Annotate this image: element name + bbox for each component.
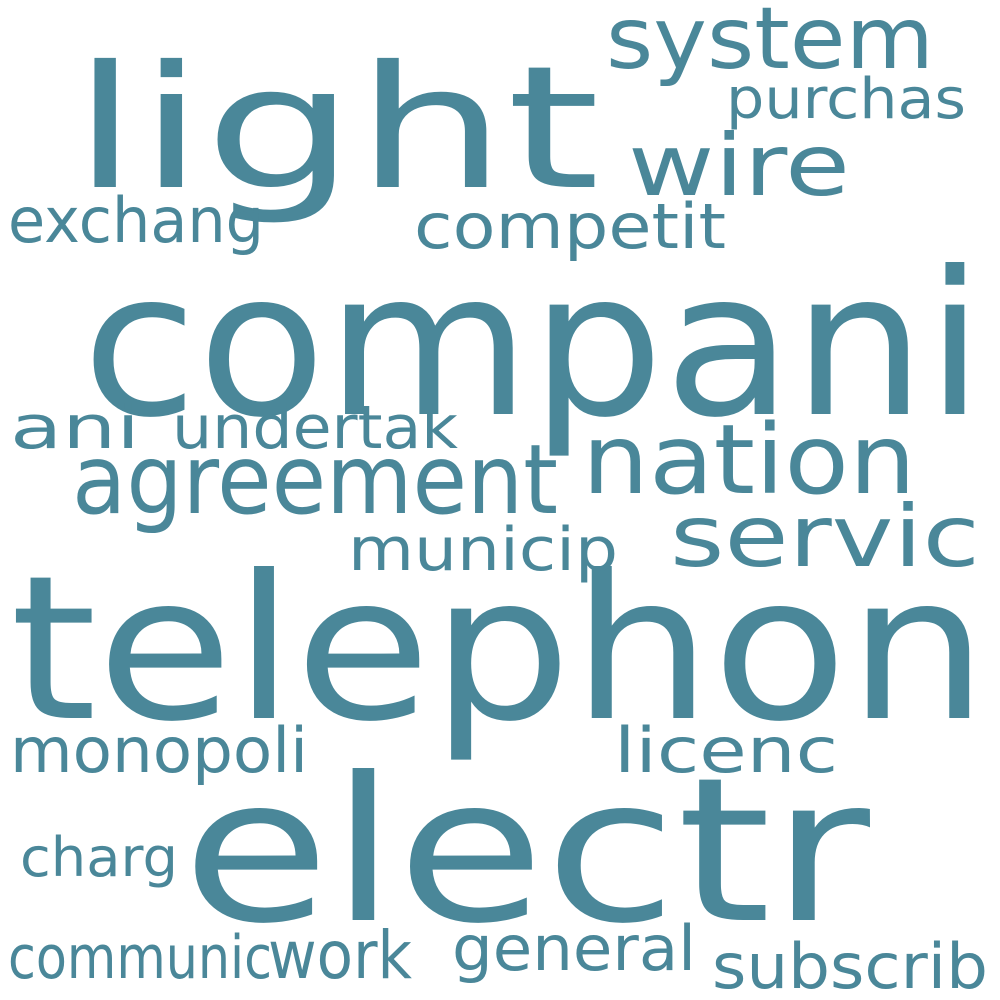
word-light: light — [72, 30, 600, 228]
word-purchas: purchas — [726, 67, 966, 132]
word-communic: communic — [8, 923, 272, 993]
word-agreement: agreement — [72, 424, 558, 536]
word-monopoli: monopoli — [10, 714, 308, 787]
word-system: system — [606, 0, 934, 89]
word-telephon: telephon — [10, 533, 988, 766]
word-licenc: licenc — [614, 714, 838, 787]
word-competit: competit — [414, 190, 726, 263]
word-exchang: exchang — [8, 184, 264, 257]
word-ani: ani — [10, 393, 140, 463]
word-subscrib: subscrib — [712, 930, 988, 1000]
word-work: work — [268, 917, 413, 994]
word-general: general — [452, 912, 696, 985]
word-charg: charg — [20, 826, 178, 889]
word-municip: municip — [348, 515, 618, 585]
word-nation: nation — [582, 404, 916, 516]
word-undertak: undertak — [172, 393, 458, 463]
word-compani: compani — [82, 229, 984, 462]
word-servic: servic — [670, 487, 980, 587]
word-wire: wire — [628, 116, 850, 216]
word-electr: electr — [182, 735, 871, 968]
